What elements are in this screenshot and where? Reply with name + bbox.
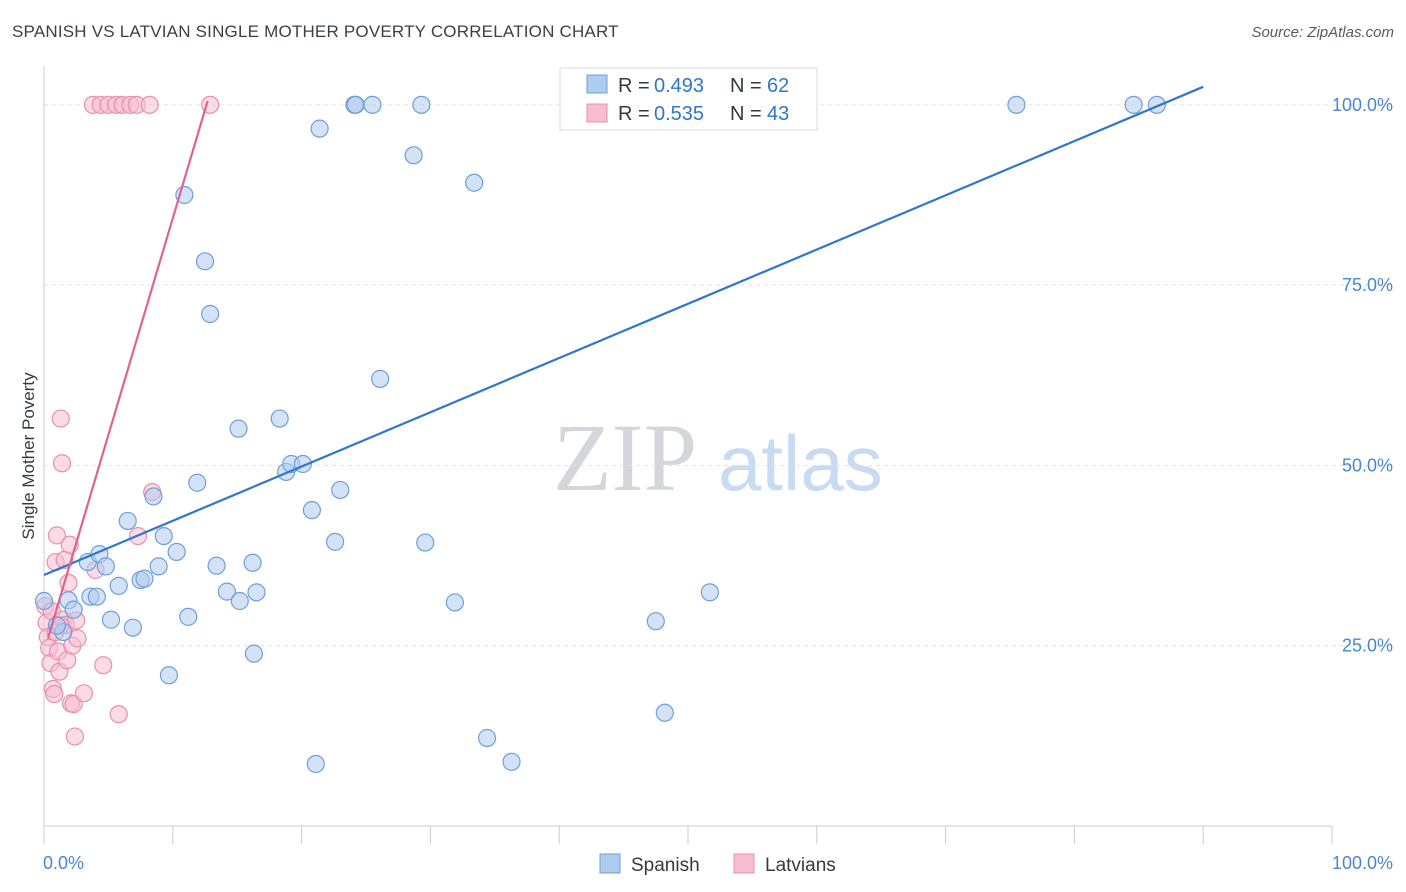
spanish-point — [465, 173, 484, 192]
spanish-r-value: 0.493 — [654, 75, 704, 97]
spanish-point — [646, 612, 665, 631]
watermark: ZIP atlas — [553, 404, 883, 511]
spanish-point — [371, 369, 390, 388]
y-tick-labels: 25.0% 50.0% 75.0% 100.0% — [1332, 95, 1393, 656]
axes — [43, 66, 1333, 844]
spanish-n-label: N = — [730, 75, 762, 97]
watermark-atlas: atlas — [718, 419, 883, 507]
spanish-point — [207, 556, 226, 575]
spanish-point — [229, 419, 248, 438]
spanish-point — [346, 95, 365, 114]
y-tick-label: 25.0% — [1342, 636, 1393, 656]
spanish-point — [154, 526, 173, 546]
latvians-bottom-swatch — [733, 853, 755, 874]
spanish-point — [34, 591, 54, 611]
latvian-point — [47, 526, 66, 545]
spanish-point — [1007, 95, 1026, 114]
spanish-n-value: 62 — [767, 75, 789, 97]
spanish-point — [167, 542, 186, 562]
latvians-legend-label: Latvians — [765, 855, 836, 876]
spanish-point — [123, 618, 142, 637]
latvian-r-label: R = — [618, 103, 650, 125]
spanish-trend-line — [43, 85, 1204, 577]
spanish-point — [310, 119, 329, 138]
latvian-point — [74, 684, 94, 703]
spanish-point — [1124, 95, 1143, 114]
spanish-point — [477, 728, 497, 748]
spanish-point — [159, 666, 179, 685]
spanish-point — [109, 576, 128, 595]
spanish-point — [201, 304, 220, 324]
latvian-point — [65, 727, 85, 746]
spanish-point — [118, 511, 137, 531]
spanish-point — [363, 95, 382, 114]
spanish-point — [144, 487, 163, 506]
spanish-point — [700, 583, 719, 602]
spanish-point — [325, 532, 345, 551]
y-tick-label: 100.0% — [1332, 95, 1393, 115]
spanish-legend-label: Spanish — [631, 855, 700, 876]
latvian-point — [51, 409, 70, 428]
y-axis-title: Single Mother Poverty — [19, 372, 38, 540]
spanish-legend-swatch — [586, 74, 608, 94]
series-legend: Spanish Latvians — [599, 853, 836, 876]
spanish-point — [302, 501, 322, 520]
latvian-n-label: N = — [730, 103, 762, 125]
spanish-point — [655, 703, 674, 722]
latvian-point — [109, 705, 128, 724]
latvian-point — [140, 95, 159, 114]
spanish-point — [96, 557, 115, 576]
spanish-point — [188, 473, 207, 492]
spanish-point — [195, 252, 215, 271]
latvian-point — [45, 684, 64, 704]
spanish-point — [404, 146, 423, 165]
latvian-trend-line — [46, 100, 209, 639]
spanish-point — [306, 754, 325, 774]
y-tick-label: 50.0% — [1342, 455, 1393, 475]
watermark-zip: ZIP — [553, 404, 697, 511]
spanish-point — [101, 610, 121, 629]
spanish-point — [230, 591, 249, 611]
spanish-point — [331, 480, 350, 500]
spanish-point — [247, 583, 266, 602]
spanish-point — [64, 600, 83, 619]
spanish-point — [244, 644, 264, 663]
spanish-series-points — [34, 95, 1166, 774]
spanish-point — [135, 569, 154, 588]
chart-title: SPANISH VS LATVIAN SINGLE MOTHER POVERTY… — [12, 22, 619, 41]
latvian-point — [52, 454, 72, 473]
stats-legend: R = 0.493 N = 62 R = 0.535 N = 43 — [559, 67, 818, 131]
latvian-n-value: 43 — [767, 103, 789, 125]
latvian-legend-swatch — [586, 103, 608, 123]
spanish-point — [502, 752, 521, 771]
spanish-point — [149, 557, 168, 576]
chart-source: Source: ZipAtlas.com — [1251, 24, 1394, 41]
spanish-point — [445, 593, 464, 612]
spanish-point — [270, 409, 289, 428]
latvian-point — [94, 656, 113, 675]
latvian-r-value: 0.535 — [654, 103, 704, 125]
spanish-bottom-swatch — [599, 853, 621, 874]
spanish-r-label: R = — [618, 75, 650, 97]
spanish-point — [217, 582, 236, 601]
spanish-point — [179, 607, 198, 626]
spanish-point — [87, 587, 106, 606]
x-tick-label-max: 100.0% — [1332, 853, 1393, 873]
x-tick-label-min: 0.0% — [43, 853, 84, 873]
trend-lines — [43, 85, 1204, 639]
spanish-point — [416, 533, 435, 552]
spanish-point — [243, 553, 262, 572]
y-tick-label: 75.0% — [1342, 275, 1393, 295]
spanish-point — [412, 95, 431, 114]
